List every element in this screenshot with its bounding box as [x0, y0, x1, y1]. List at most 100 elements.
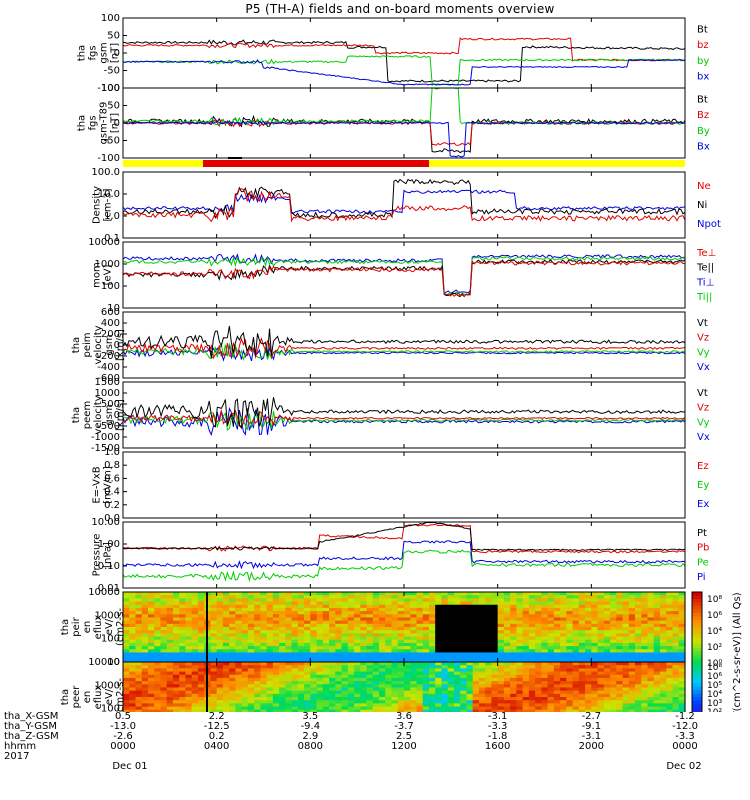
- spec-cell: [672, 709, 680, 712]
- spec-cell: [528, 595, 536, 599]
- spec-cell: [385, 684, 393, 689]
- spec-cell: [285, 620, 293, 625]
- spec-cell: [385, 671, 393, 676]
- spec-cell: [229, 630, 236, 634]
- spec-cell: [566, 709, 574, 712]
- spec-cell: [428, 595, 436, 599]
- spec-cell: [335, 627, 343, 631]
- spec-cell: [397, 703, 405, 708]
- spec-cell: [560, 700, 567, 704]
- spec-cell: [516, 620, 524, 625]
- spec-cell: [360, 668, 368, 673]
- spec-cell: [335, 665, 343, 669]
- spec-cell: [503, 687, 511, 692]
- colorbar-tick-bottom-1: 10⁶: [707, 672, 722, 682]
- spec-cell: [154, 674, 162, 679]
- spec-cell: [678, 601, 686, 606]
- series-density-0: [122, 189, 686, 214]
- spec-cell: [235, 604, 243, 609]
- frame-peem_velocity: [122, 381, 686, 449]
- spec-cell: [447, 646, 455, 650]
- spec-cell: [291, 677, 299, 682]
- spec-cell: [216, 684, 224, 689]
- spec-cell: [447, 690, 455, 695]
- spec-cell: [478, 604, 486, 609]
- spec-cell: [241, 611, 249, 615]
- spec-cell: [279, 690, 286, 695]
- spec-cell: [391, 662, 399, 666]
- spec-cell: [241, 646, 249, 650]
- spec-cell: [222, 703, 230, 708]
- spec-cell: [541, 636, 549, 641]
- spec-cell: [603, 668, 611, 673]
- spec-cell: [135, 636, 143, 641]
- spec-cell: [535, 652, 542, 657]
- spec-cell: [360, 633, 368, 638]
- spec-cell: [341, 690, 349, 695]
- spec-cell: [397, 687, 405, 692]
- spec-cell: [229, 665, 236, 669]
- spec-cell: [491, 642, 499, 647]
- spec-cell: [503, 595, 511, 599]
- spec-cell: [553, 646, 561, 650]
- spec-cell: [510, 697, 517, 701]
- spec-cell: [460, 623, 468, 628]
- spec-cell: [566, 703, 574, 708]
- spec-cell: [566, 633, 574, 638]
- spec-cell: [285, 665, 293, 669]
- spec-cell: [522, 620, 530, 625]
- spec-cell: [578, 668, 586, 673]
- spec-cell: [304, 681, 311, 685]
- spec-cell: [279, 598, 286, 603]
- spec-cell: [347, 623, 355, 628]
- spec-cell: [297, 639, 305, 644]
- spec-cell: [447, 662, 455, 666]
- spec-cell: [666, 652, 674, 657]
- spec-cell: [291, 595, 299, 599]
- spec-cell: [610, 677, 617, 682]
- spec-cell: [254, 649, 261, 654]
- spec-cell: [485, 706, 493, 711]
- spec-cell: [379, 703, 386, 708]
- spec-cell: [241, 693, 249, 698]
- spec-cell: [541, 627, 549, 631]
- spec-cell: [160, 709, 168, 712]
- spec-cell: [416, 649, 424, 654]
- spec-cell: [304, 687, 311, 692]
- spec-cell: [597, 598, 605, 603]
- spec-cell: [166, 633, 174, 638]
- spec-cell: [466, 623, 474, 628]
- spec-cell: [260, 598, 268, 603]
- spec-cell: [503, 633, 511, 638]
- spec-cell: [660, 598, 667, 603]
- spec-cell: [229, 595, 236, 599]
- spec-cell: [453, 677, 461, 682]
- spec-cell: [222, 617, 230, 622]
- spec-cell: [222, 697, 230, 701]
- spec-cell: [241, 687, 249, 692]
- spec-cell: [485, 709, 493, 712]
- spec-cell: [503, 706, 511, 711]
- colorbar-cell: [692, 662, 702, 667]
- spec-cell: [229, 646, 236, 650]
- plot-title: P5 (TH-A) fields and on-board moments ov…: [245, 2, 555, 16]
- spec-cell: [535, 617, 542, 622]
- spec-cell: [185, 697, 193, 701]
- spec-cell: [229, 677, 236, 682]
- spec-cell: [216, 649, 224, 654]
- spec-cell: [372, 598, 380, 603]
- spec-cell: [272, 627, 280, 631]
- spec-cell: [610, 649, 617, 654]
- spec-cell: [179, 620, 187, 625]
- spec-cell: [260, 703, 268, 708]
- legend-density-Npot: Npot: [697, 219, 721, 230]
- spec-cell: [210, 627, 218, 631]
- spec-cell: [272, 668, 280, 673]
- spec-cell: [379, 639, 386, 644]
- spec-cell: [553, 627, 561, 631]
- spec-cell: [135, 693, 143, 698]
- spec-cell: [354, 684, 361, 689]
- tick-hhmm-0: 0000: [110, 741, 136, 752]
- spec-cell: [329, 633, 336, 638]
- tick-y_gsm-3: -3.7: [394, 721, 414, 732]
